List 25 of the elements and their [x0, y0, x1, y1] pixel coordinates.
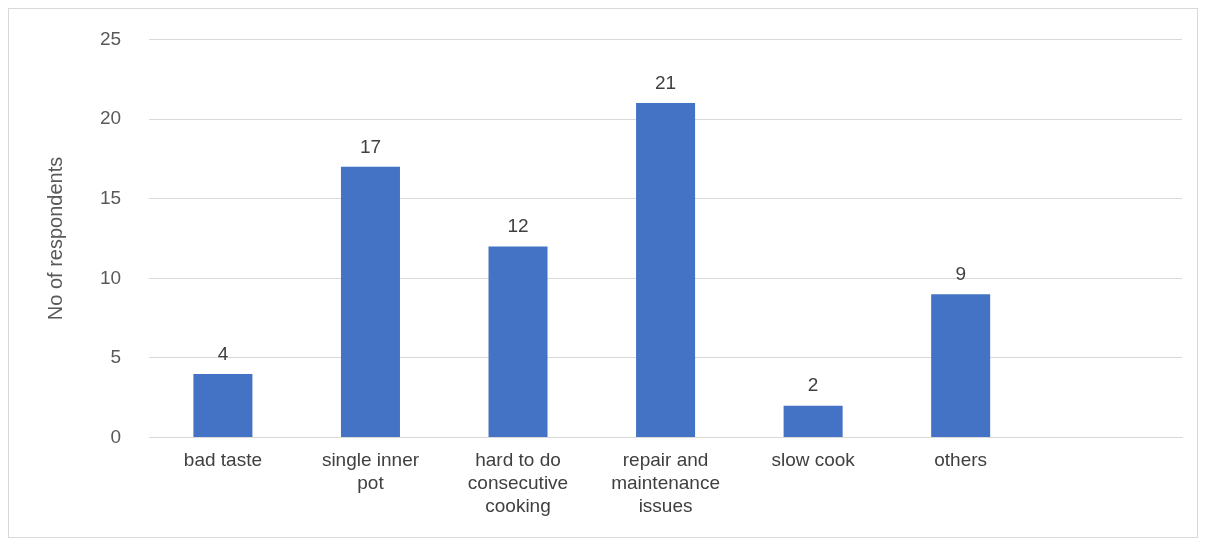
y-tick-label: 15 — [99, 186, 122, 208]
x-tick-label: others — [934, 449, 988, 471]
data-label: 12 — [507, 215, 529, 237]
y-tick-label: 20 — [99, 107, 122, 129]
bar — [931, 294, 991, 438]
data-label: 2 — [807, 374, 819, 396]
x-tick-label: slow cook — [771, 449, 856, 471]
x-tick-label: repair and maintenance issues — [611, 449, 720, 516]
data-label: 4 — [217, 342, 229, 364]
y-tick-label: 10 — [99, 266, 122, 288]
bar — [488, 246, 548, 438]
x-tick-label: hard to do consecutive cooking — [467, 449, 569, 516]
y-tick-label: 5 — [110, 346, 122, 368]
y-axis-title: No of respondents — [43, 156, 66, 321]
bar — [340, 166, 400, 438]
y-tick-label: 25 — [99, 27, 122, 49]
bar — [636, 103, 696, 438]
x-tick-label: bad taste — [183, 449, 262, 471]
bar — [783, 405, 843, 438]
data-label: 9 — [955, 262, 966, 284]
y-tick-label: 0 — [110, 425, 122, 447]
data-label: 21 — [655, 71, 677, 93]
data-label: 17 — [359, 135, 382, 157]
x-tick-label: single inner pot — [321, 449, 420, 494]
bar — [193, 373, 253, 438]
